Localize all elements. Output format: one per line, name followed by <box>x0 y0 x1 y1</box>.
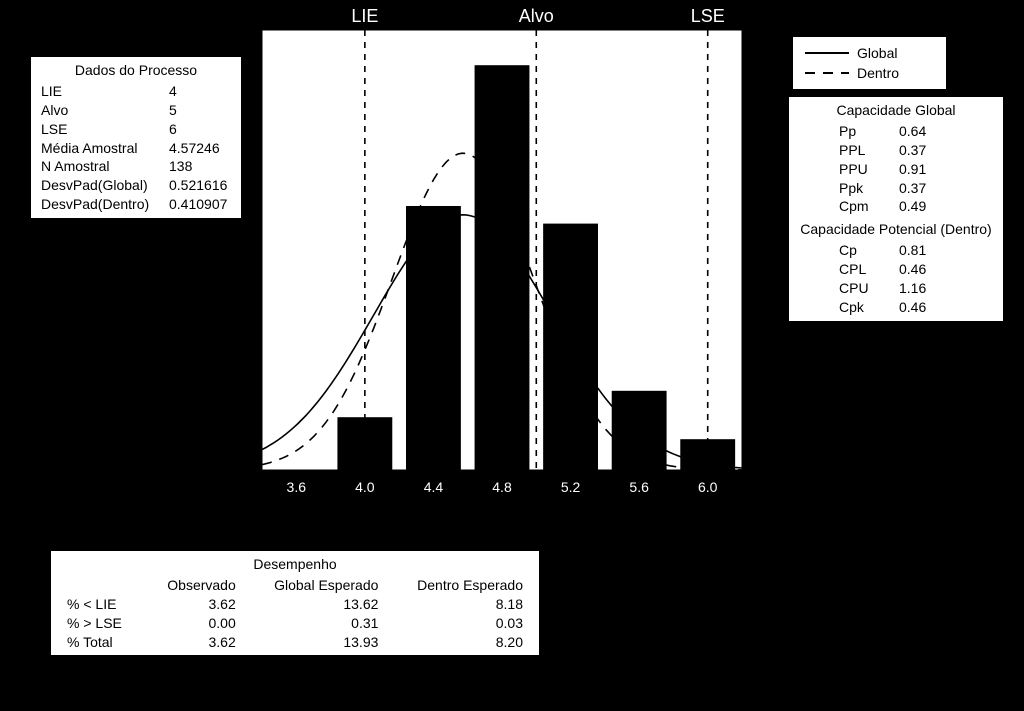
performance-cell: 3.62 <box>143 595 242 614</box>
capability-row-label: CPU <box>839 279 899 298</box>
process-row-value: 4.57246 <box>169 139 220 158</box>
process-row-value: 4 <box>169 82 177 101</box>
capability-row-label: CPL <box>839 260 899 279</box>
performance-cell: 0.03 <box>384 614 529 633</box>
capability-row: Cp0.81 <box>839 241 993 260</box>
capability-row-label: Pp <box>839 122 899 141</box>
capability-row: PPL0.37 <box>839 141 993 160</box>
process-row-value: 5 <box>169 101 177 120</box>
legend-label: Dentro <box>857 65 899 81</box>
capability-row-label: PPU <box>839 160 899 179</box>
process-row: Média Amostral4.57246 <box>41 139 231 158</box>
capability-row-value: 0.46 <box>899 260 926 279</box>
performance-header: Global Esperado <box>242 576 385 595</box>
capability-row-label: Cp <box>839 241 899 260</box>
capability-row: CPL0.46 <box>839 260 993 279</box>
process-data-title: Dados do Processo <box>41 61 231 80</box>
capability-row: Cpk0.46 <box>839 298 993 317</box>
capability-row-value: 0.64 <box>899 122 926 141</box>
process-row: LIE4 <box>41 82 231 101</box>
spec-label: Alvo <box>519 6 554 26</box>
performance-box: Desempenho ObservadoGlobal EsperadoDentr… <box>50 550 540 656</box>
performance-cell: 8.18 <box>384 595 529 614</box>
capability-box: Capacidade Global Pp0.64PPL0.37PPU0.91Pp… <box>788 96 1004 322</box>
histogram-bar <box>612 391 667 470</box>
capability-row: Pp0.64 <box>839 122 993 141</box>
process-row: Alvo5 <box>41 101 231 120</box>
process-row-label: Alvo <box>41 101 169 120</box>
process-row-value: 6 <box>169 120 177 139</box>
legend-box: Global Dentro <box>792 36 947 90</box>
capability-row: PPU0.91 <box>839 160 993 179</box>
capability-row: Ppk0.37 <box>839 179 993 198</box>
x-tick-label: 5.6 <box>629 479 649 495</box>
capability-row-value: 0.91 <box>899 160 926 179</box>
capability-row-value: 0.37 <box>899 141 926 160</box>
spec-label: LIE <box>351 6 378 26</box>
x-tick-label: 4.4 <box>424 479 444 495</box>
process-row-label: N Amostral <box>41 157 169 176</box>
capability-row-value: 0.81 <box>899 241 926 260</box>
process-row: N Amostral138 <box>41 157 231 176</box>
performance-row-label: % < LIE <box>61 595 143 614</box>
process-row-label: Média Amostral <box>41 139 169 158</box>
process-row-label: LSE <box>41 120 169 139</box>
capability-row-value: 1.16 <box>899 279 926 298</box>
x-tick-label: 4.8 <box>492 479 512 495</box>
capability-row-value: 0.37 <box>899 179 926 198</box>
capability-row-label: Cpk <box>839 298 899 317</box>
capability-row-value: 0.49 <box>899 197 926 216</box>
performance-header: Dentro Esperado <box>384 576 529 595</box>
process-row-label: LIE <box>41 82 169 101</box>
performance-row: % Total3.6213.938.20 <box>61 633 529 652</box>
capability-row: Cpm0.49 <box>839 197 993 216</box>
x-tick-label: 6.0 <box>698 479 718 495</box>
performance-header: Observado <box>143 576 242 595</box>
capability-global-title: Capacidade Global <box>799 101 993 120</box>
capability-row-value: 0.46 <box>899 298 926 317</box>
x-tick-label: 5.2 <box>561 479 581 495</box>
performance-cell: 13.62 <box>242 595 385 614</box>
process-row-value: 0.521616 <box>169 176 227 195</box>
process-row-value: 138 <box>169 157 192 176</box>
process-data-box: Dados do Processo LIE4Alvo5LSE6Média Amo… <box>30 56 242 219</box>
process-row: LSE6 <box>41 120 231 139</box>
performance-cell: 8.20 <box>384 633 529 652</box>
capability-row-label: Ppk <box>839 179 899 198</box>
performance-cell: 3.62 <box>143 633 242 652</box>
performance-cell: 0.00 <box>143 614 242 633</box>
spec-label: LSE <box>691 6 725 26</box>
performance-row-label: % Total <box>61 633 143 652</box>
performance-cell: 13.93 <box>242 633 385 652</box>
capability-potential-title: Capacidade Potencial (Dentro) <box>799 220 993 239</box>
process-row-value: 0.410907 <box>169 195 227 214</box>
performance-cell: 0.31 <box>242 614 385 633</box>
process-row-label: DesvPad(Global) <box>41 176 169 195</box>
x-tick-label: 3.6 <box>287 479 307 495</box>
performance-row: % < LIE3.6213.628.18 <box>61 595 529 614</box>
performance-title: Desempenho <box>61 555 529 574</box>
histogram-bar <box>475 65 530 470</box>
capability-row-label: Cpm <box>839 197 899 216</box>
performance-row-label: % > LSE <box>61 614 143 633</box>
process-row: DesvPad(Dentro)0.410907 <box>41 195 231 214</box>
process-row: DesvPad(Global)0.521616 <box>41 176 231 195</box>
x-tick-label: 4.0 <box>355 479 375 495</box>
performance-row: % > LSE0.000.310.03 <box>61 614 529 633</box>
capability-row-label: PPL <box>839 141 899 160</box>
histogram-bar <box>406 206 461 470</box>
legend-label: Global <box>857 45 897 61</box>
performance-header <box>61 576 143 595</box>
process-row-label: DesvPad(Dentro) <box>41 195 169 214</box>
capability-row: CPU1.16 <box>839 279 993 298</box>
